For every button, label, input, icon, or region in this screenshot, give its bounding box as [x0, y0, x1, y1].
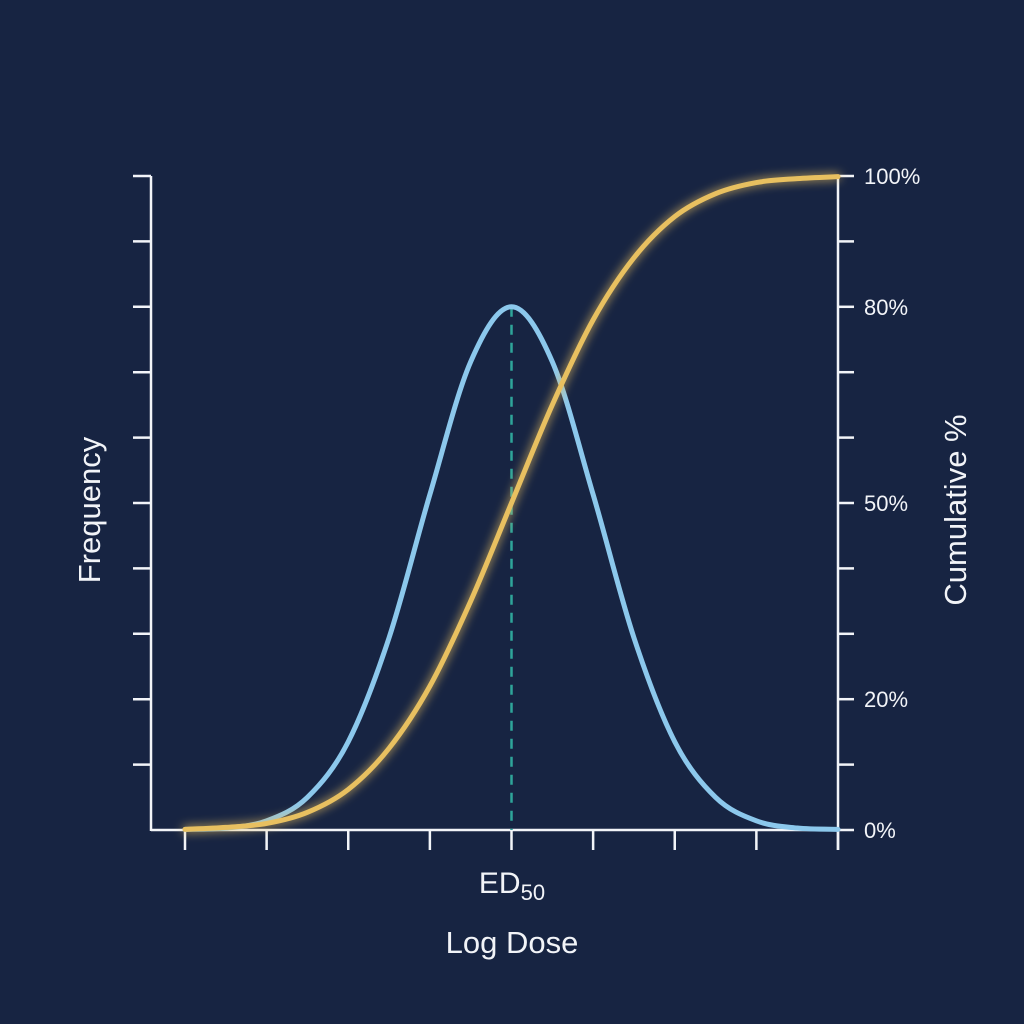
y-axis-right-title: Cumulative %: [938, 414, 973, 605]
x-axis-title: Log Dose: [446, 925, 579, 960]
axes: 100% 80% 50% 20% 0%: [133, 164, 920, 850]
y-axis-left-title: Frequency: [72, 436, 107, 583]
series-group: [182, 174, 841, 832]
y-right-tick-label: 100%: [864, 164, 920, 189]
ed50-label-main: ED: [479, 867, 521, 900]
y-right-tick-label: 0%: [864, 818, 896, 843]
cumulative-curve: [182, 174, 841, 832]
frequency-curve: [182, 304, 841, 832]
ed50-label-sub: 50: [521, 880, 545, 905]
y-right-tick-label: 80%: [864, 295, 908, 320]
y-right-tick-label: 20%: [864, 687, 908, 712]
ed50-label: ED50: [479, 867, 545, 905]
y-right-tick-label: 50%: [864, 491, 908, 516]
